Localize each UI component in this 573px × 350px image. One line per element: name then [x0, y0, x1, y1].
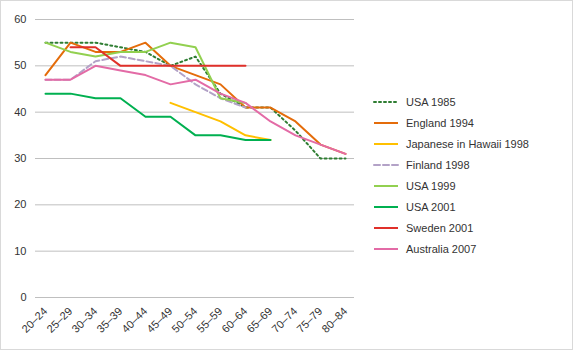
- html-text:Australia 2007: Australia 2007: [406, 242, 477, 255]
- svg-text:70–74: 70–74: [269, 305, 299, 335]
- svg-text:50–54: 50–54: [169, 305, 199, 335]
- svg-text:60: 60: [14, 13, 26, 25]
- svg-text:75–79: 75–79: [294, 305, 324, 335]
- svg-text:0: 0: [20, 291, 26, 303]
- svg-text:50: 50: [14, 59, 26, 71]
- svg-text:60–64: 60–64: [219, 305, 249, 335]
- html-text:USA 1985: USA 1985: [406, 95, 456, 108]
- html-text:Sweden 2001: Sweden 2001: [406, 221, 474, 234]
- svg-text:10: 10: [14, 245, 26, 257]
- html-text:USA 2001: USA 2001: [406, 200, 456, 213]
- svg-text:30: 30: [14, 152, 26, 164]
- html-text:Finland 1998: Finland 1998: [406, 158, 470, 171]
- svg-text:65–69: 65–69: [244, 305, 274, 335]
- svg-text:25–29: 25–29: [44, 305, 74, 335]
- svg-text:80–84: 80–84: [319, 305, 349, 335]
- svg-text:55–59: 55–59: [194, 305, 224, 335]
- svg-text:40: 40: [14, 106, 26, 118]
- html-text:Japanese in Hawaii 1998: Japanese in Hawaii 1998: [406, 137, 529, 150]
- svg-text:20–24: 20–24: [19, 305, 49, 335]
- html-text:England 1994: England 1994: [406, 116, 474, 129]
- svg-text:35–39: 35–39: [94, 305, 124, 335]
- svg-text:30–34: 30–34: [69, 305, 99, 335]
- html-text:USA 1999: USA 1999: [406, 179, 456, 192]
- svg-text:20: 20: [14, 198, 26, 210]
- svg-text:45–49: 45–49: [144, 305, 174, 335]
- svg-text:40–44: 40–44: [119, 305, 149, 335]
